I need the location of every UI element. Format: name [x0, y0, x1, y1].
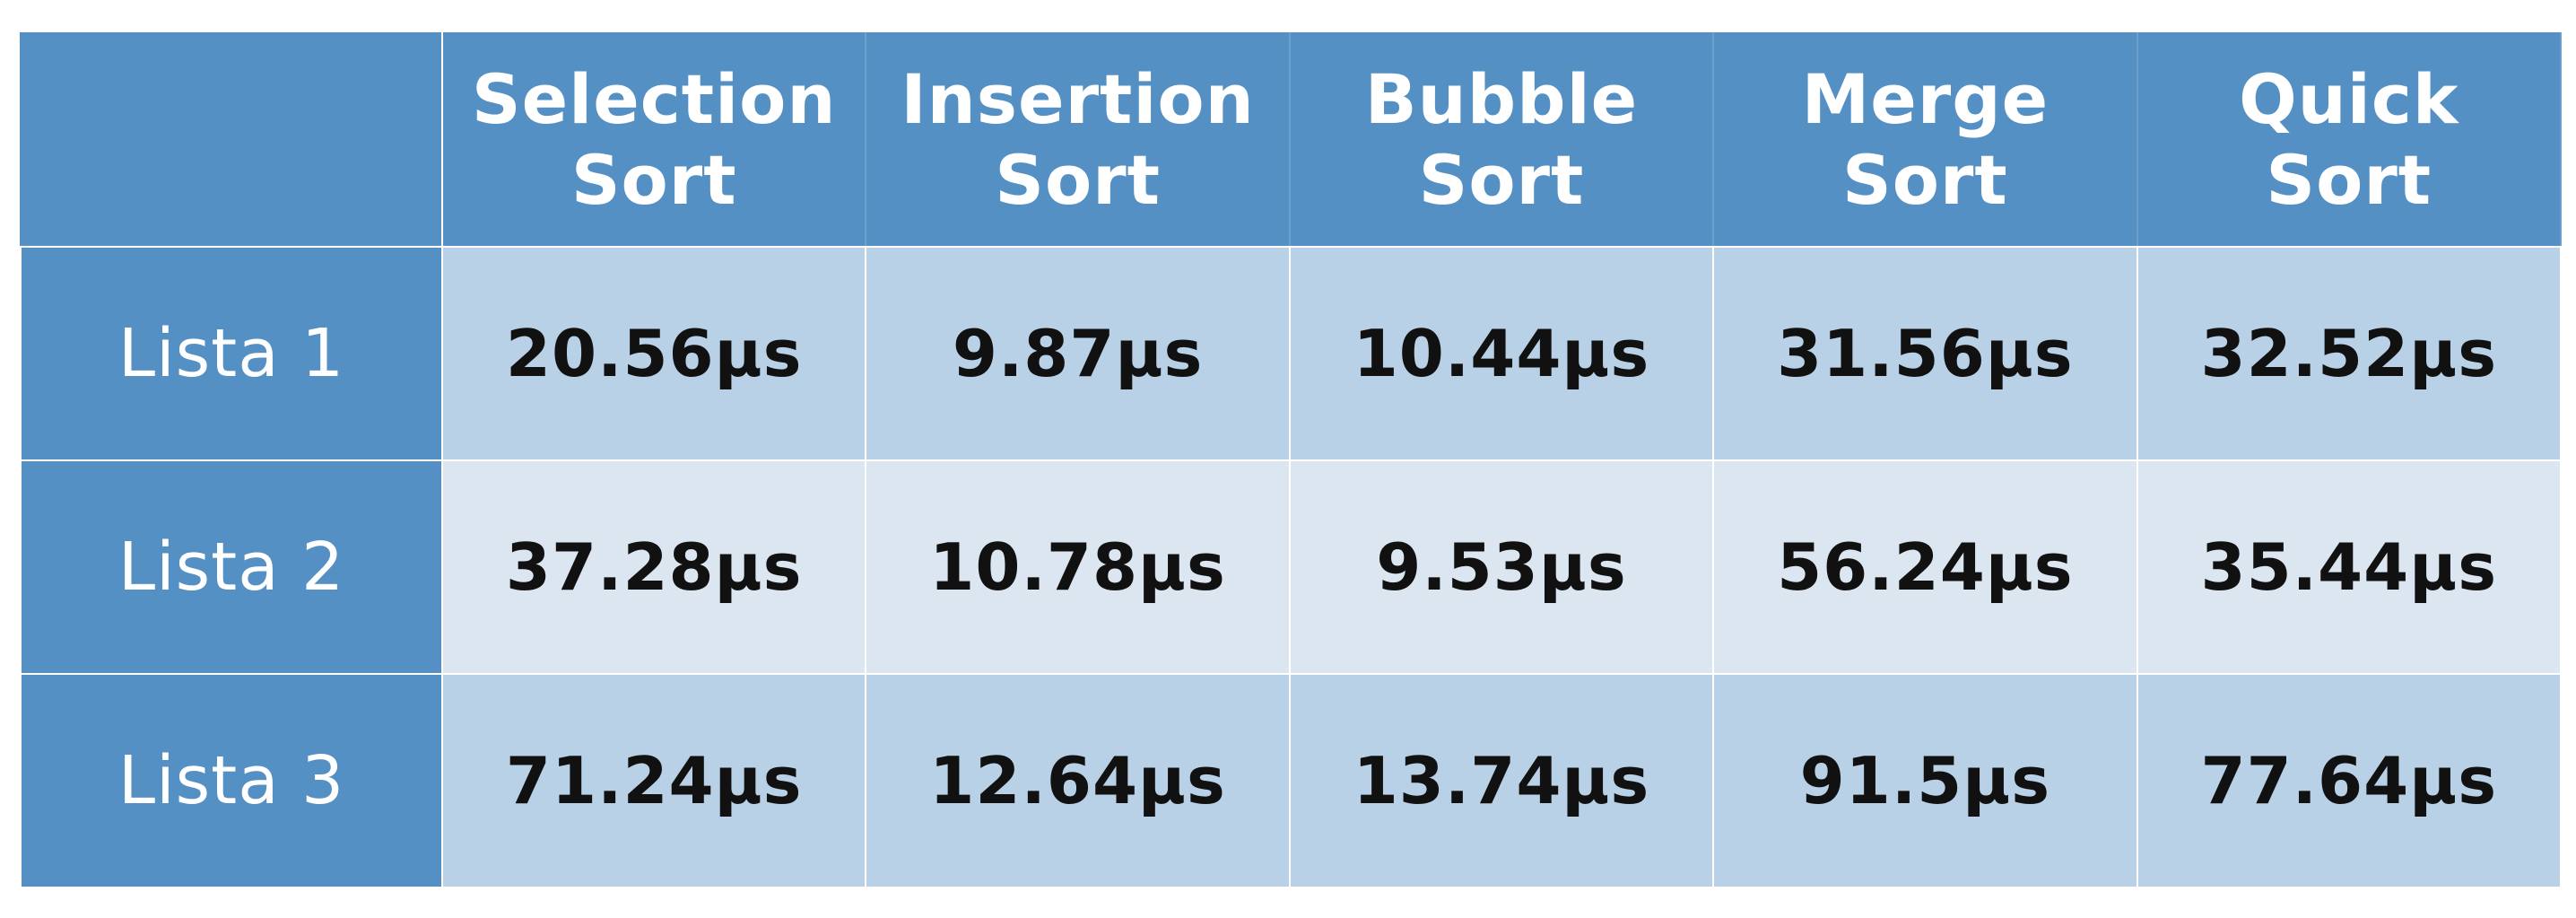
table-cell: 10.44µs [1288, 246, 1715, 461]
table-cell: 9.53µs [1288, 459, 1715, 675]
corner-cell [20, 32, 443, 248]
column-header-quick-sort: Quick Sort [2136, 32, 2562, 248]
row-label: Lista 1 [20, 246, 443, 461]
column-header-line1: Merge [1801, 59, 2049, 139]
table-cell: 56.24µs [1712, 459, 2138, 675]
table-cell: 10.78µs [865, 459, 1291, 675]
column-header-insertion-sort: Insertion Sort [865, 32, 1291, 248]
column-header-merge-sort: Merge Sort [1712, 32, 2138, 248]
table-row-lista-3: Lista 3 71.24µs 12.64µs 13.74µs 91.5µs 7… [20, 673, 2562, 888]
column-header-line1: Selection [471, 59, 837, 139]
table-cell: 32.52µs [2136, 246, 2562, 461]
table-row-lista-2: Lista 2 37.28µs 10.78µs 9.53µs 56.24µs 3… [20, 459, 2562, 675]
column-header-line1: Insertion [901, 59, 1255, 139]
results-table-container: Selection Sort Insertion Sort Bubble Sor… [20, 32, 2562, 888]
header-row: Selection Sort Insertion Sort Bubble Sor… [20, 32, 2562, 248]
column-header-line2: Sort [1841, 140, 2008, 220]
row-label: Lista 3 [20, 673, 443, 888]
table-cell: 31.56µs [1712, 246, 2138, 461]
column-header-line2: Sort [2266, 140, 2432, 220]
table-cell: 91.5µs [1712, 673, 2138, 888]
table-cell: 12.64µs [865, 673, 1291, 888]
table-cell: 13.74µs [1288, 673, 1715, 888]
column-header-bubble-sort: Bubble Sort [1288, 32, 1715, 248]
sorting-times-table: Selection Sort Insertion Sort Bubble Sor… [20, 32, 2562, 888]
table-cell: 77.64µs [2136, 673, 2562, 888]
table-cell: 20.56µs [440, 246, 867, 461]
table-cell: 9.87µs [865, 246, 1291, 461]
table-cell: 35.44µs [2136, 459, 2562, 675]
table-cell: 71.24µs [440, 673, 867, 888]
column-header-line1: Quick [2239, 59, 2459, 139]
column-header-line2: Sort [1418, 140, 1585, 220]
column-header-line1: Bubble [1364, 59, 1639, 139]
column-header-line2: Sort [570, 140, 737, 220]
table-row-lista-1: Lista 1 20.56µs 9.87µs 10.44µs 31.56µs 3… [20, 246, 2562, 461]
column-header-line2: Sort [995, 140, 1161, 220]
table-cell: 37.28µs [440, 459, 867, 675]
column-header-selection-sort: Selection Sort [440, 32, 867, 248]
row-label: Lista 2 [20, 459, 443, 675]
